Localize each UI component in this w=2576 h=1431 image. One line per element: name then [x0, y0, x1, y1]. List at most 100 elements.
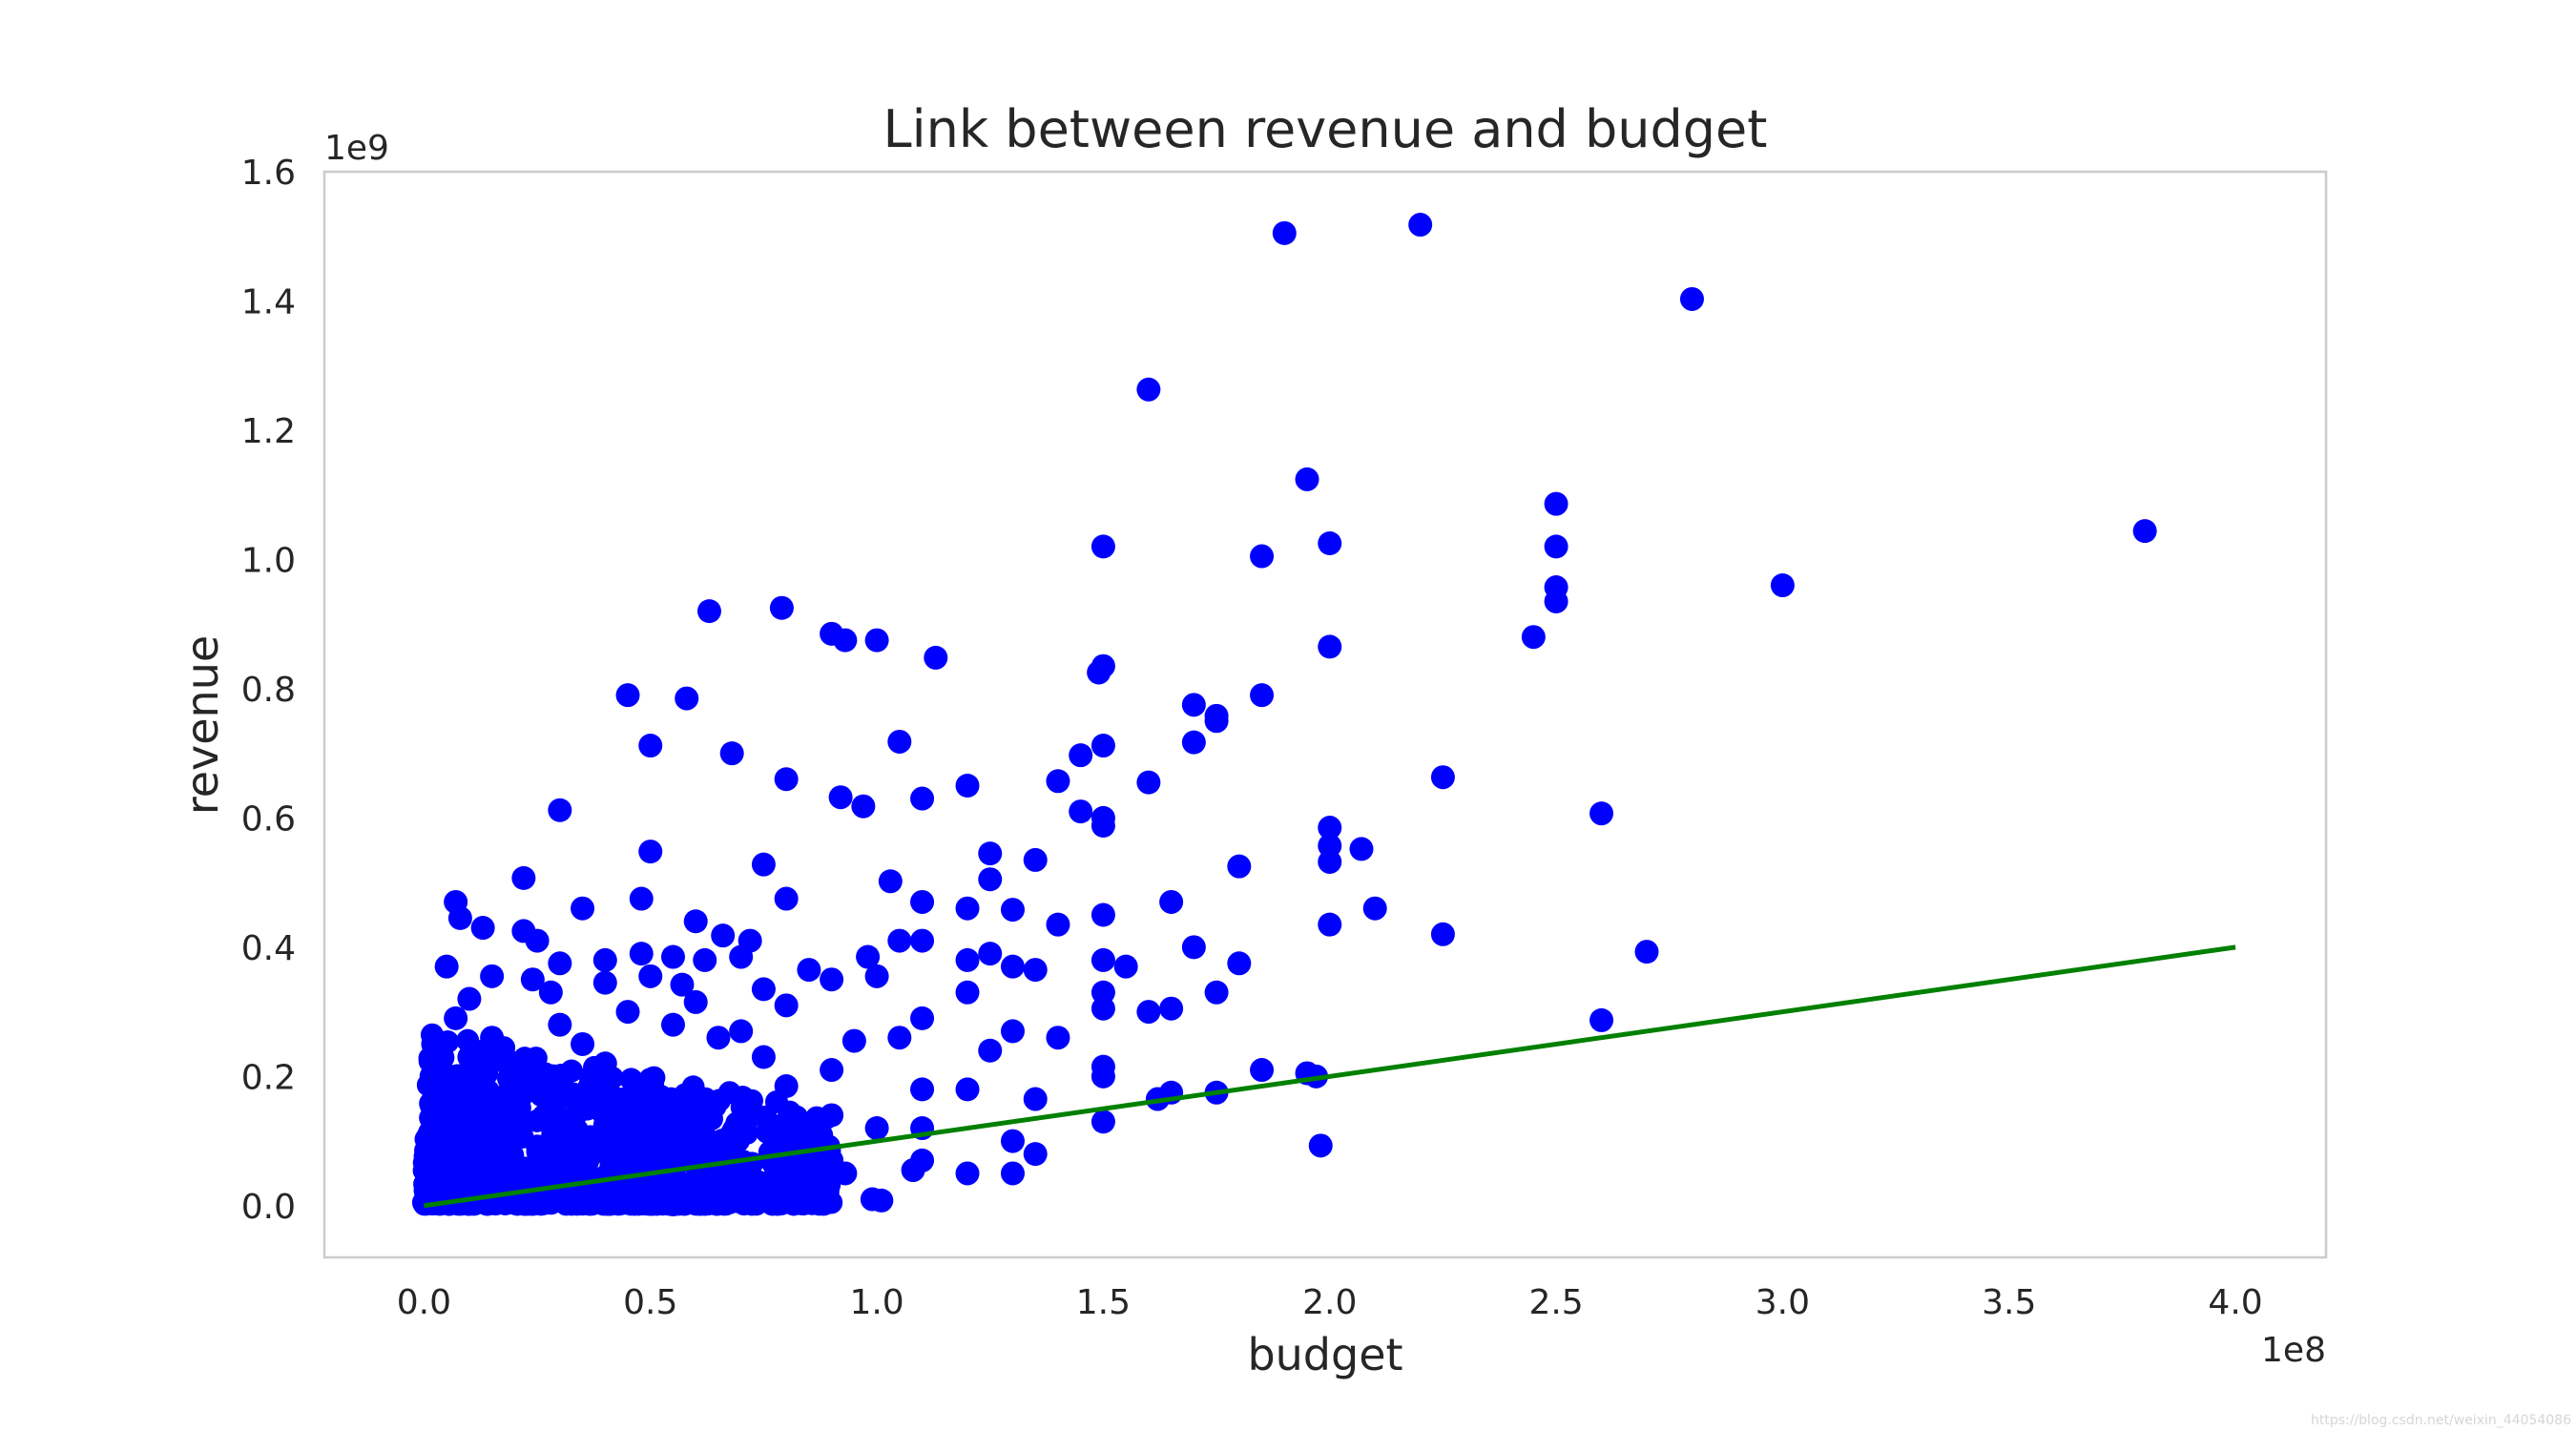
scatter-point: [1113, 954, 1138, 979]
scatter-point: [683, 909, 708, 934]
scatter-point: [660, 1131, 685, 1156]
scatter-point: [429, 1148, 454, 1172]
scatter-point: [869, 1188, 894, 1213]
scatter-point: [615, 683, 640, 708]
scatter-point: [1250, 1058, 1275, 1083]
scatter-point: [1181, 693, 1206, 717]
scatter-point: [525, 1064, 550, 1089]
scatter-point: [774, 767, 799, 792]
scatter-point: [1000, 1161, 1025, 1186]
scatter-point: [955, 896, 980, 921]
scatter-point: [1136, 377, 1161, 402]
scatter-point: [887, 928, 912, 953]
scatter-point: [548, 1129, 572, 1153]
scatter-point: [910, 889, 935, 914]
scatter-point: [820, 1103, 844, 1128]
scatter-point: [660, 944, 685, 969]
x-tick-label: 2.5: [1528, 1283, 1583, 1322]
scatter-point: [924, 645, 948, 670]
scatter-point: [1521, 625, 1546, 650]
scatter-point: [525, 1154, 550, 1179]
scatter-point: [1091, 734, 1115, 758]
scatter-point: [592, 970, 617, 995]
scatter-point: [447, 905, 472, 930]
scatter-point: [571, 1031, 595, 1056]
y-tick-label: 0.4: [241, 929, 296, 968]
scatter-point: [1159, 889, 1184, 914]
scatter-point: [1318, 816, 1342, 840]
y-tick-label: 1.0: [241, 541, 296, 580]
scatter-point: [592, 1190, 617, 1214]
scatter-point: [629, 942, 654, 966]
scatter-point: [1136, 1000, 1161, 1025]
scatter-point: [978, 1038, 1003, 1063]
scatter-point: [696, 599, 721, 624]
x-axis-label: budget: [1247, 1329, 1402, 1380]
scatter-point: [575, 1150, 599, 1173]
scatter-point: [416, 1168, 441, 1192]
scatter-point: [820, 1058, 844, 1083]
y-tick-label: 0.6: [241, 799, 296, 839]
scatter-point: [1634, 940, 1659, 964]
scatter-point: [1046, 1026, 1070, 1050]
scatter-point: [1679, 286, 1704, 311]
scatter-point: [457, 986, 482, 1011]
scatter-point: [901, 1158, 925, 1183]
scatter-point: [1181, 730, 1206, 755]
scatter-point: [1544, 491, 1568, 516]
scatter-point: [1227, 951, 1252, 976]
scatter-point: [548, 951, 572, 976]
scatter-point: [955, 947, 980, 972]
scatter-point: [1091, 534, 1115, 559]
scatter-point: [629, 886, 654, 911]
scatter-point: [421, 1031, 446, 1056]
x-tick-label: 3.5: [1982, 1283, 2036, 1322]
scatter-point: [538, 980, 563, 1005]
scatter-point: [693, 947, 717, 972]
scatter-point: [1308, 1133, 1333, 1158]
scatter-point: [856, 944, 881, 969]
scatter-point: [1069, 743, 1093, 768]
x-axis-ticks: 0.0 0.5 1.0 1.5 2.0 2.5 3.0 3.5 4.0: [397, 1283, 2263, 1322]
scatter-point: [729, 1019, 754, 1044]
x-tick-label: 0.0: [397, 1283, 451, 1322]
scatter-point: [623, 1129, 647, 1152]
scatter-point: [1250, 683, 1275, 708]
scatter-point: [1023, 847, 1048, 872]
scatter-point: [445, 1072, 468, 1096]
scatter-point: [887, 729, 912, 754]
scatter-point: [615, 1148, 640, 1172]
x-tick-label: 4.0: [2208, 1283, 2262, 1322]
scatter-point: [1408, 213, 1433, 238]
scatter-point: [434, 954, 459, 979]
x-tick-label: 0.5: [623, 1283, 677, 1322]
scatter-point: [638, 964, 663, 988]
scatter-point: [910, 928, 935, 953]
scatter-point: [470, 916, 495, 941]
scatter-point: [466, 1089, 490, 1114]
y-tick-label: 1.6: [241, 154, 296, 193]
scatter-point: [687, 1114, 711, 1138]
scatter-point: [670, 972, 695, 997]
scatter-point: [711, 923, 736, 948]
scatter-point: [820, 967, 844, 992]
scatter-point: [502, 1168, 527, 1192]
scatter-point: [1000, 1019, 1025, 1044]
scatter-point: [520, 967, 545, 992]
scatter-point: [1295, 467, 1319, 491]
scatter-point: [548, 1012, 572, 1037]
scatter-point: [887, 1026, 912, 1050]
x-tick-label: 2.0: [1302, 1283, 1357, 1322]
scatter-point: [660, 1192, 685, 1216]
scatter-point: [1318, 912, 1342, 937]
y-offset-label: 1e9: [324, 129, 389, 168]
scatter-point: [1544, 534, 1568, 559]
scatter-point: [1181, 935, 1206, 960]
scatter-point: [1589, 801, 1614, 826]
y-axis-label: revenue: [177, 635, 228, 815]
scatter-point: [497, 1053, 521, 1077]
scatter-point: [729, 944, 754, 969]
scatter-point: [802, 1112, 826, 1136]
scatter-point: [602, 1086, 626, 1110]
plot-area: [322, 170, 2328, 1259]
